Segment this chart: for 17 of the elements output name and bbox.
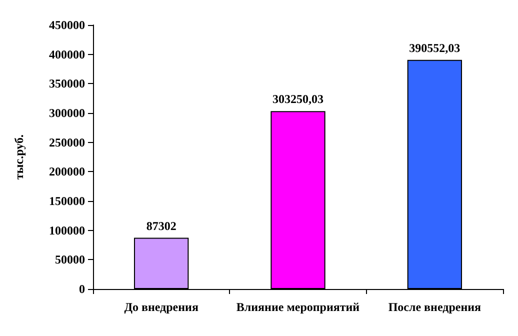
y-tick-label: 350000 bbox=[49, 76, 85, 91]
data-label: 390552,03 bbox=[409, 40, 460, 55]
y-axis-title: тыс.руб. bbox=[12, 134, 26, 180]
y-tick-label: 150000 bbox=[49, 194, 85, 208]
x-tick-label: До внедрения bbox=[124, 300, 199, 314]
y-tick-label: 450000 bbox=[49, 18, 85, 32]
y-tick-label: 0 bbox=[79, 282, 85, 296]
y-tick-label: 300000 bbox=[49, 106, 85, 120]
y-tick-label: 400000 bbox=[49, 47, 85, 62]
data-label: 303250,03 bbox=[272, 92, 324, 106]
y-tick-label: 50000 bbox=[55, 252, 85, 267]
y-tick-label: 100000 bbox=[49, 223, 85, 238]
y-tick-label: 200000 bbox=[49, 164, 85, 179]
data-label: 87302 bbox=[146, 218, 176, 233]
x-tick-label: Влияние мероприятий bbox=[236, 300, 360, 314]
y-tick-label: 250000 bbox=[49, 135, 85, 150]
x-tick-label: После внедрения bbox=[388, 300, 482, 314]
